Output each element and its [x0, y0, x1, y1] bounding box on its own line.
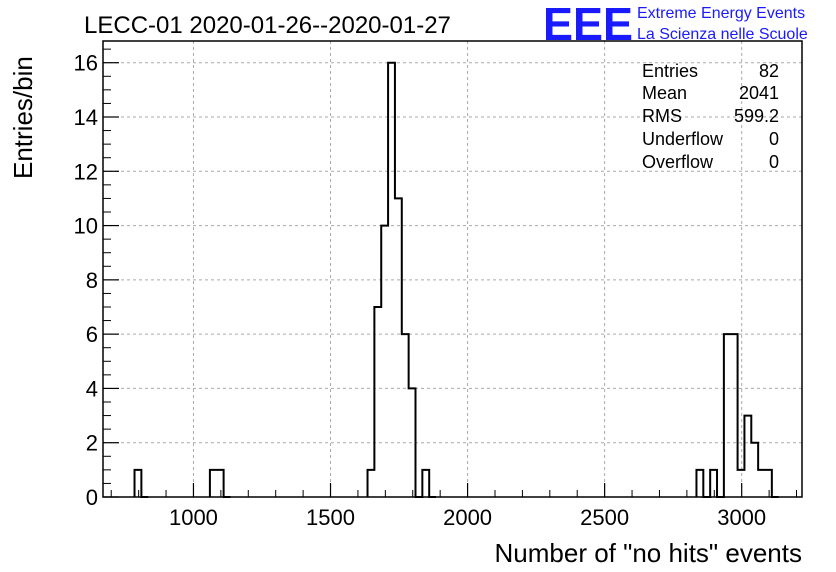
logo-line-1: Extreme Energy Events: [637, 5, 805, 22]
y-tick-label: 4: [86, 376, 98, 401]
stats-mean-label: Mean: [642, 83, 687, 103]
stats-underflow-label: Underflow: [642, 129, 724, 149]
stats-rms-value: 599.2: [734, 106, 779, 126]
histogram-bar: [374, 307, 381, 497]
histogram-bar: [765, 470, 772, 497]
tick-labels: 1000 1500 2000 2500 3000 0 2 4 6 8 10 12 14 16: [74, 51, 767, 530]
histogram-bar: [724, 334, 731, 497]
x-tick-label: 3000: [717, 505, 766, 530]
histogram-bar: [381, 226, 388, 497]
stats-underflow-value: 0: [769, 129, 779, 149]
eee-logo-mark: EEE: [543, 0, 633, 50]
plot-frame: [102, 40, 803, 498]
histogram-bar: [135, 470, 142, 497]
stats-rms-label: RMS: [642, 106, 682, 126]
stats-mean-value: 2041: [739, 83, 779, 103]
histogram-bar: [422, 470, 429, 497]
axis-ticks: [103, 48, 798, 498]
stats-box: Entries 82 Mean 2041 RMS 599.2 Underflow…: [642, 61, 779, 172]
y-tick-label: 14: [74, 105, 98, 130]
x-tick-label: 1000: [169, 505, 218, 530]
stats-overflow-label: Overflow: [642, 152, 714, 172]
histogram-bar: [731, 334, 738, 497]
y-tick-label: 0: [86, 485, 98, 510]
x-tick-label: 2500: [580, 505, 629, 530]
x-axis-title: Number of "no hits" events: [495, 538, 803, 568]
y-tick-label: 10: [74, 214, 98, 239]
chart-title: LECC-01 2020-01-26--2020-01-27: [84, 12, 451, 39]
x-tick-label: 1500: [306, 505, 355, 530]
y-tick-label: 12: [74, 159, 98, 184]
histogram-bar: [758, 470, 765, 497]
y-axis-title: Entries/bin: [8, 56, 38, 179]
y-tick-label: 2: [86, 431, 98, 456]
stats-entries-label: Entries: [642, 61, 698, 81]
histogram-bar: [738, 470, 745, 497]
histogram-bar: [751, 443, 758, 497]
stats-overflow-value: 0: [769, 152, 779, 172]
grid-lines: [103, 41, 802, 497]
histogram-bar: [696, 470, 703, 497]
x-tick-label: 2000: [443, 505, 492, 530]
histogram-bar: [217, 470, 224, 497]
y-tick-label: 16: [74, 51, 98, 76]
logo-line-2: La Scienza nelle Scuole: [637, 26, 808, 43]
histogram-bar: [744, 416, 751, 497]
stats-entries-value: 82: [759, 61, 779, 81]
histogram-bar: [402, 334, 409, 497]
histogram-bar: [395, 198, 402, 497]
histogram-bar: [368, 470, 375, 497]
histogram-bar: [710, 470, 717, 497]
histogram-outline: [133, 61, 779, 498]
y-tick-label: 6: [86, 322, 98, 347]
histogram-bar: [210, 470, 217, 497]
y-tick-label: 8: [86, 268, 98, 293]
eee-logo: EEE Extreme Energy Events La Scienza nel…: [543, 0, 808, 50]
